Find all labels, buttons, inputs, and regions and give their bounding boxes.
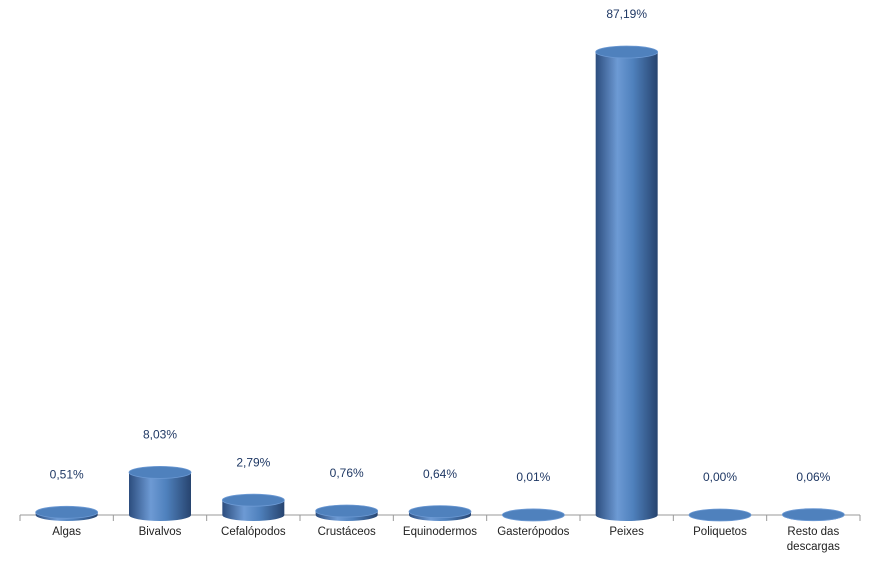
x-tick-label: Poliquetos xyxy=(693,526,747,538)
bar-top xyxy=(128,465,192,479)
bar-top xyxy=(595,45,659,59)
value-label: 0,06% xyxy=(796,470,830,484)
bar-top xyxy=(315,504,379,518)
x-tick-label: Peixes xyxy=(609,526,644,538)
bar-top xyxy=(501,508,565,522)
x-tick-label: Gasterópodos xyxy=(497,526,570,538)
value-label: 0,76% xyxy=(330,466,364,480)
x-tick-label: Cefalópodos xyxy=(221,526,286,538)
bar-top xyxy=(781,508,845,522)
x-tick-label: Crustáceos xyxy=(317,526,376,538)
x-tick-label: Equinodermos xyxy=(402,526,478,538)
bar-top xyxy=(35,505,99,519)
value-label: 0,51% xyxy=(50,467,84,481)
bar xyxy=(595,52,658,521)
bar-top xyxy=(408,505,472,519)
value-label: 0,00% xyxy=(703,470,737,484)
bar-top xyxy=(688,508,752,522)
value-label: 0,64% xyxy=(423,467,457,481)
value-label: 2,79% xyxy=(236,455,270,469)
bar-top xyxy=(221,493,285,507)
bar xyxy=(129,472,191,521)
x-tick-label: Bivalvos xyxy=(138,526,182,538)
value-label: 87,19% xyxy=(606,7,647,21)
value-label: 8,03% xyxy=(143,428,177,442)
value-label: 0,01% xyxy=(516,470,550,484)
x-tick-label: Resto das descargas xyxy=(786,526,840,553)
x-tick-label: Algas xyxy=(52,526,82,538)
